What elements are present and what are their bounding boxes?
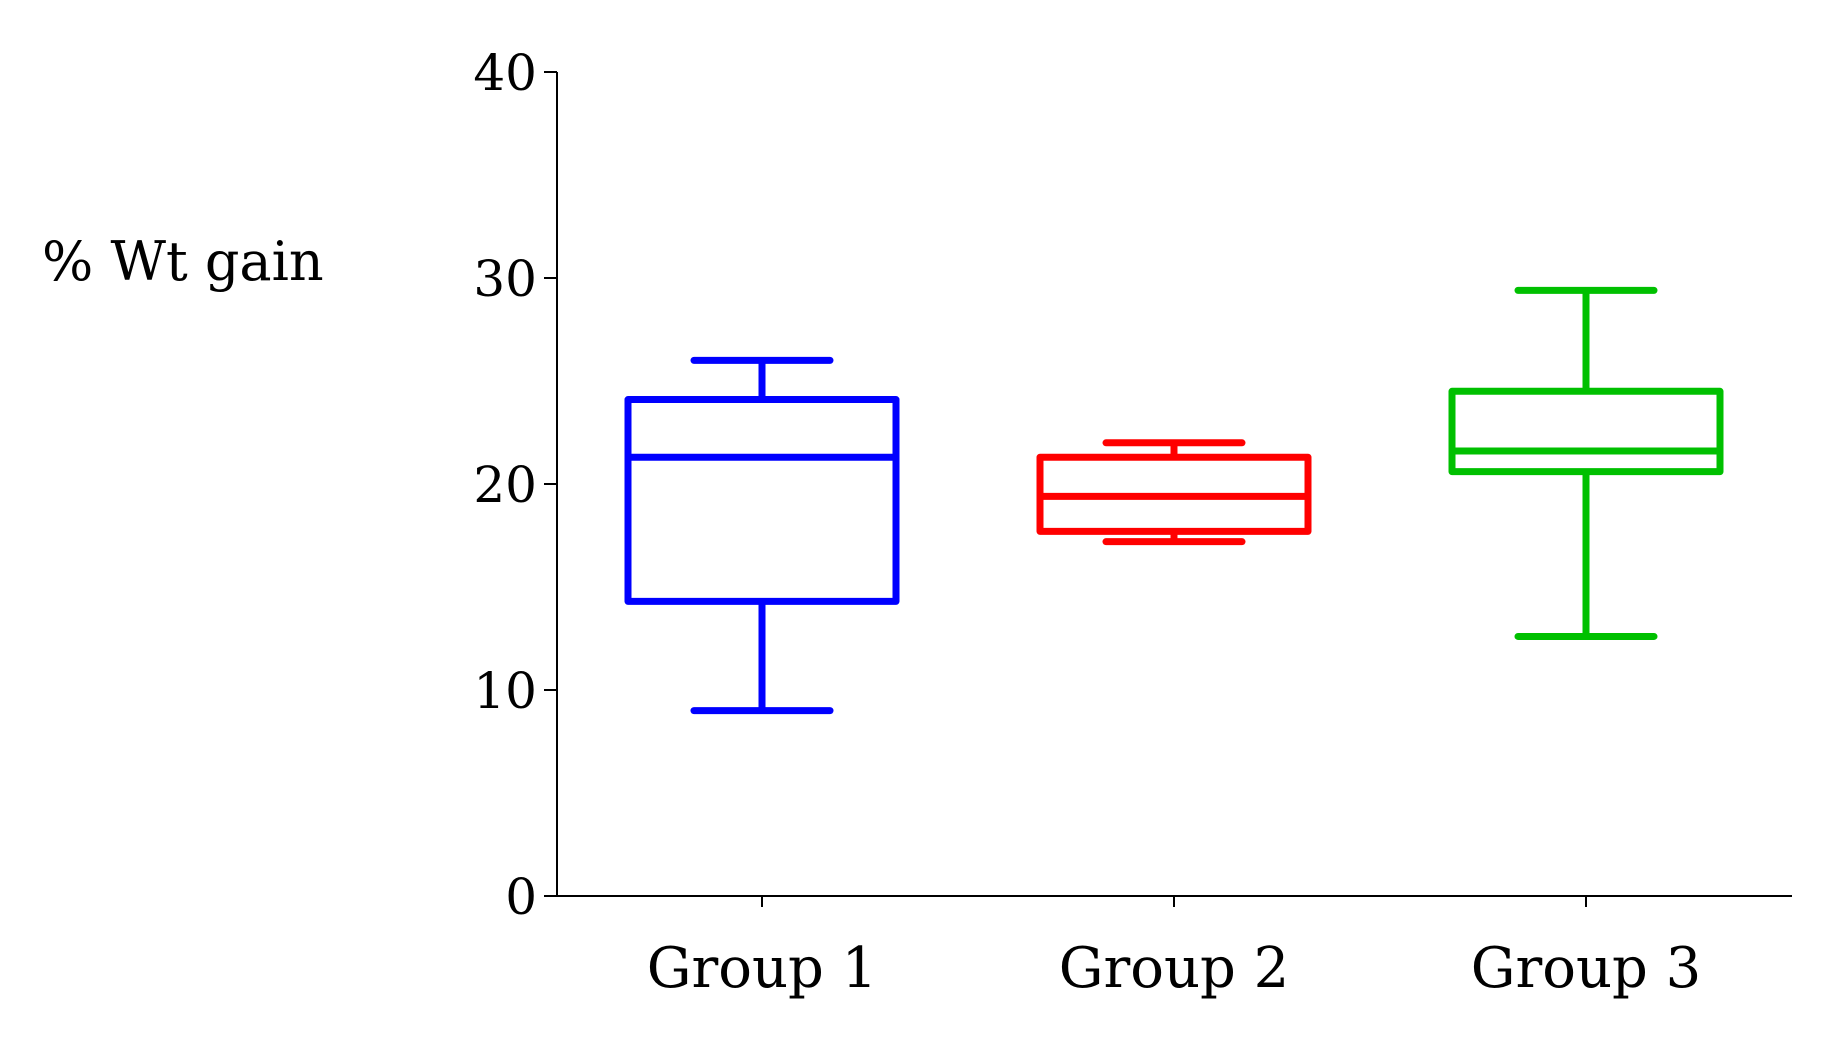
y-tick-label: 30 xyxy=(473,250,537,308)
boxes xyxy=(624,286,1724,715)
x-tick-label: Group 3 xyxy=(1471,936,1702,1001)
iqr-box xyxy=(624,396,900,605)
y-tick-label: 10 xyxy=(473,662,537,720)
box-2 xyxy=(1036,439,1312,546)
iqr-box xyxy=(1448,387,1724,476)
box-3 xyxy=(1448,286,1724,640)
x-tick-label: Group 2 xyxy=(1059,936,1290,1001)
y-tick-label: 20 xyxy=(473,456,537,514)
y-tick-label: 0 xyxy=(505,868,537,926)
y-tick-label: 40 xyxy=(473,44,537,102)
box-1 xyxy=(624,356,900,715)
y-axis-label: % Wt gain xyxy=(42,230,324,293)
axes: 0 10 20 30 40 Group 1 Group 2 Group 3 xyxy=(473,44,1792,1001)
x-tick-label: Group 1 xyxy=(647,936,878,1001)
